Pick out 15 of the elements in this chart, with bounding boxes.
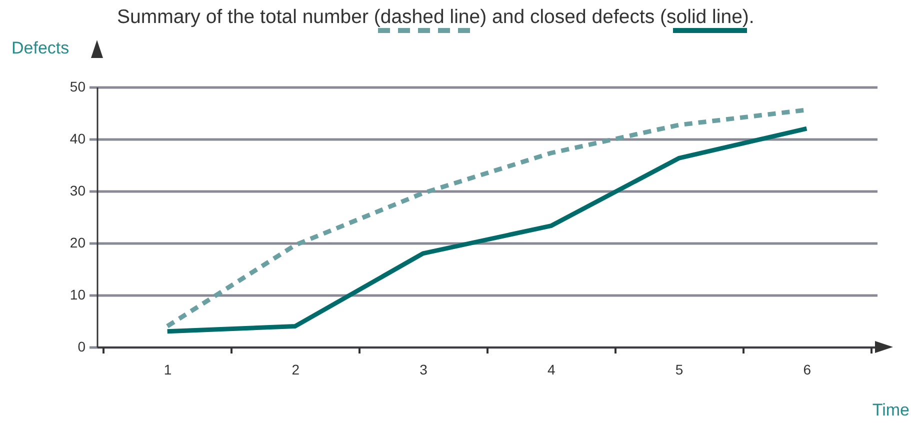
x-tick-label: 6 [803, 362, 812, 378]
x-tick-label: 2 [292, 362, 300, 378]
y-tick-label: 0 [78, 338, 86, 354]
x-tick-label: 4 [548, 362, 556, 378]
y-axis-title: Defects [12, 38, 70, 58]
y-tick-label: 10 [70, 286, 86, 302]
x-axis-title: Time [872, 400, 910, 420]
y-tick-label: 20 [70, 234, 86, 250]
x-tick-label: 1 [164, 362, 172, 378]
x-tick-label: 5 [675, 362, 684, 378]
x-tick-label: 3 [420, 362, 428, 378]
y-tick-label: 50 [70, 78, 86, 94]
chart-title: Summary of the total number (dashed line) and closed defects (solid line). [117, 6, 754, 29]
y-tick-label: 40 [70, 130, 86, 146]
y-tick-label: 30 [70, 182, 86, 198]
